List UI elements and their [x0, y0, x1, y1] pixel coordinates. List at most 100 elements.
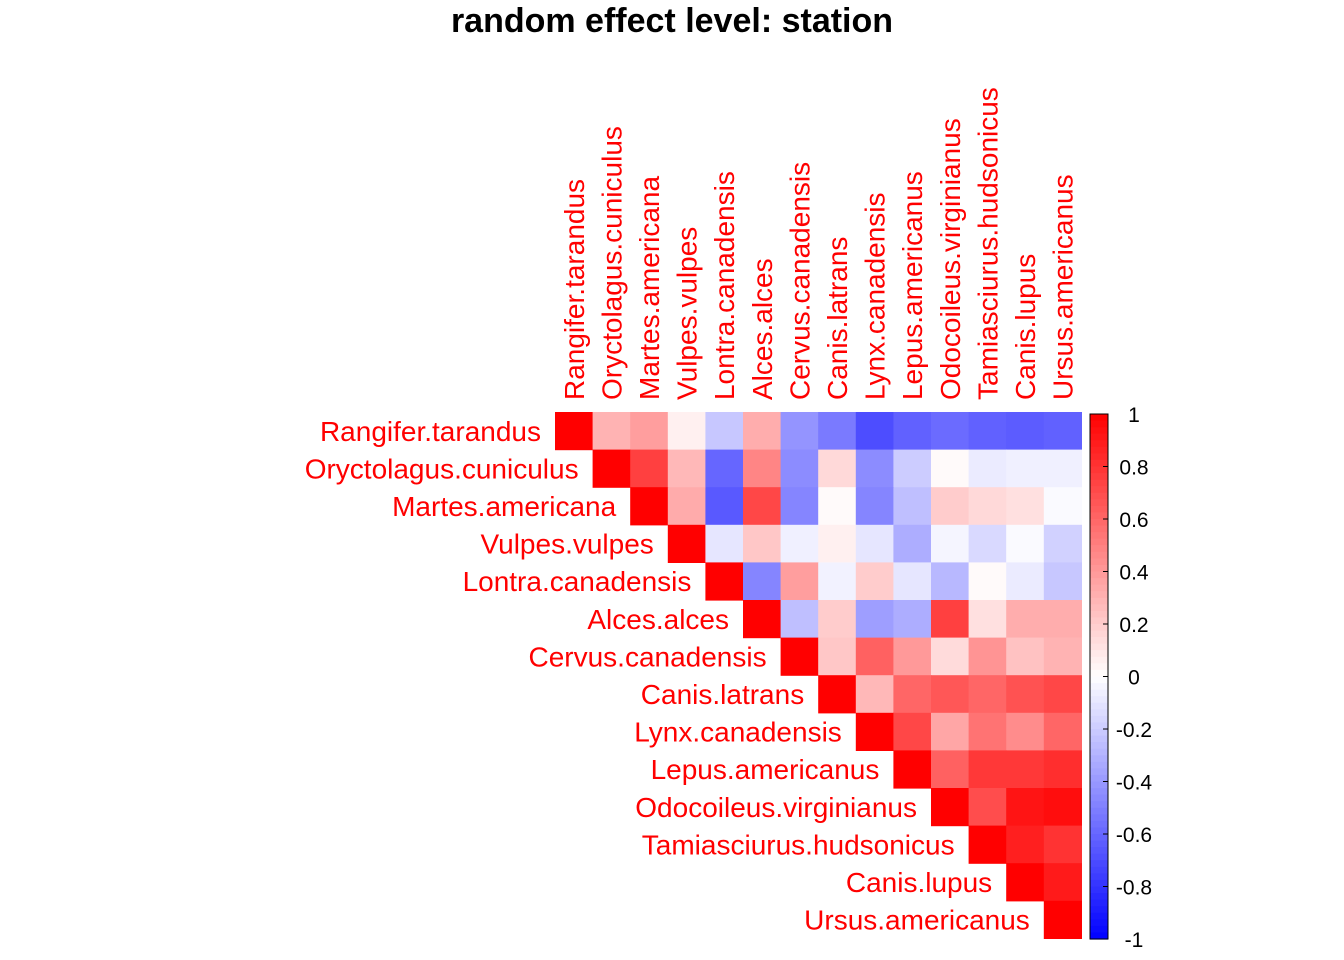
- colorbar-segment: [1090, 564, 1108, 573]
- heatmap-cell-5-13: [1043, 600, 1082, 639]
- colorbar-segment: [1090, 702, 1108, 710]
- colorbar-tick-label: 0: [1128, 667, 1140, 690]
- heatmap-cell-10-11: [968, 788, 1007, 827]
- heatmap-cell-6-7: [818, 637, 857, 676]
- colorbar-segment: [1090, 512, 1108, 520]
- colorbar-segment: [1090, 433, 1108, 441]
- heatmap-cell-1-5: [743, 449, 782, 488]
- heatmap-cell-8-11: [968, 712, 1007, 751]
- column-label: Cervus.canadensis: [784, 162, 815, 400]
- heatmap-cell-7-7: [818, 675, 857, 714]
- row-label: Ursus.americanus: [804, 905, 1030, 936]
- colorbar-segment: [1090, 794, 1108, 802]
- colorbar-segment: [1090, 768, 1108, 776]
- colorbar-segment: [1090, 735, 1108, 743]
- colorbar-segment: [1090, 669, 1108, 678]
- colorbar-segment: [1090, 453, 1108, 461]
- heatmap-cell-5-8: [855, 600, 894, 639]
- heatmap-cell-1-6: [780, 449, 819, 488]
- heatmap-cell-4-7: [818, 562, 857, 601]
- heatmap-cell-2-13: [1043, 487, 1082, 526]
- heatmap-cell-1-7: [818, 449, 857, 488]
- colorbar-segment: [1090, 683, 1108, 691]
- colorbar-segment: [1090, 676, 1108, 684]
- heatmap-cell-2-2: [630, 487, 669, 526]
- column-label: Tamiasciurus.hudsonicus: [972, 87, 1003, 400]
- heatmap-cell-9-11: [968, 750, 1007, 789]
- colorbar-segment: [1090, 486, 1108, 494]
- heatmap-cell-3-7: [818, 524, 857, 563]
- heatmap-cell-2-5: [743, 487, 782, 526]
- row-label: Lynx.canadensis: [634, 717, 842, 748]
- colorbar-tick-label: 1: [1128, 404, 1140, 427]
- heatmap-cell-3-8: [855, 524, 894, 563]
- heatmap-cell-2-3: [667, 487, 706, 526]
- heatmap-cell-7-8: [855, 675, 894, 714]
- colorbar-segment: [1090, 860, 1108, 868]
- heatmap-cell-3-11: [968, 524, 1007, 563]
- heatmap-cell-13-13: [1043, 900, 1082, 939]
- colorbar-segment: [1090, 742, 1108, 750]
- colorbar-segment: [1090, 827, 1108, 835]
- heatmap-cell-1-8: [855, 449, 894, 488]
- colorbar-segment: [1090, 545, 1108, 553]
- column-label: Lepus.americanus: [897, 171, 928, 400]
- colorbar-segment: [1090, 899, 1108, 907]
- heatmap-cell-1-12: [1006, 449, 1045, 488]
- column-label: Lontra.canadensis: [709, 171, 740, 400]
- column-label: Rangifer.tarandus: [559, 179, 590, 400]
- heatmap-cell-1-13: [1043, 449, 1082, 488]
- colorbar-segment: [1090, 617, 1108, 625]
- heatmap-cell-11-11: [968, 825, 1007, 864]
- colorbar-segment: [1090, 748, 1108, 756]
- heatmap-cell-0-4: [705, 412, 744, 451]
- heatmap-cell-10-10: [931, 788, 970, 827]
- colorbar-segment: [1090, 525, 1108, 533]
- heatmap-cell-3-5: [743, 524, 782, 563]
- heatmap-cell-1-10: [931, 449, 970, 488]
- heatmap-cell-3-12: [1006, 524, 1045, 563]
- heatmap-cell-7-12: [1006, 675, 1045, 714]
- heatmap-cell-2-9: [893, 487, 932, 526]
- colorbar-segment: [1090, 466, 1108, 474]
- heatmap-cell-1-1: [592, 449, 631, 488]
- colorbar-segment: [1090, 584, 1108, 592]
- heatmap-cell-5-11: [968, 600, 1007, 639]
- heatmap-cell-11-12: [1006, 825, 1045, 864]
- chart-title: random effect level: station: [451, 2, 893, 40]
- colorbar-segment: [1090, 755, 1108, 763]
- heatmap-cell-0-10: [931, 412, 970, 451]
- heatmap-cell-2-12: [1006, 487, 1045, 526]
- row-label: Canis.lupus: [846, 867, 992, 898]
- heatmap-cell-6-13: [1043, 637, 1082, 676]
- heatmap-cell-6-10: [931, 637, 970, 676]
- heatmap-cell-4-12: [1006, 562, 1045, 601]
- colorbar-segment: [1090, 624, 1108, 632]
- heatmap-cell-7-11: [968, 675, 1007, 714]
- column-label: Martes.americana: [634, 175, 665, 400]
- colorbar-segment: [1090, 893, 1108, 901]
- heatmap-cell-5-9: [893, 600, 932, 639]
- heatmap-cell-1-4: [705, 449, 744, 488]
- column-label: Vulpes.vulpes: [672, 227, 703, 400]
- colorbar-segment: [1090, 597, 1108, 605]
- colorbar-segment: [1090, 709, 1108, 717]
- colorbar-segment: [1090, 459, 1108, 468]
- colorbar-segment: [1090, 761, 1108, 769]
- heatmap-cell-1-9: [893, 449, 932, 488]
- heatmap-cell-3-9: [893, 524, 932, 563]
- colorbar-segment: [1090, 814, 1108, 822]
- colorbar-segment: [1090, 532, 1108, 540]
- heatmap-cell-2-8: [855, 487, 894, 526]
- row-label: Lontra.canadensis: [463, 566, 692, 597]
- colorbar-segment: [1090, 643, 1108, 651]
- colorbar-segment: [1090, 656, 1108, 664]
- heatmap-cell-5-12: [1006, 600, 1045, 639]
- heatmap-cell-7-10: [931, 675, 970, 714]
- heatmap-cell-9-13: [1043, 750, 1082, 789]
- heatmap-cell-0-8: [855, 412, 894, 451]
- row-label: Vulpes.vulpes: [481, 529, 654, 560]
- heatmap-cell-10-13: [1043, 788, 1082, 827]
- colorbar-segment: [1090, 479, 1108, 487]
